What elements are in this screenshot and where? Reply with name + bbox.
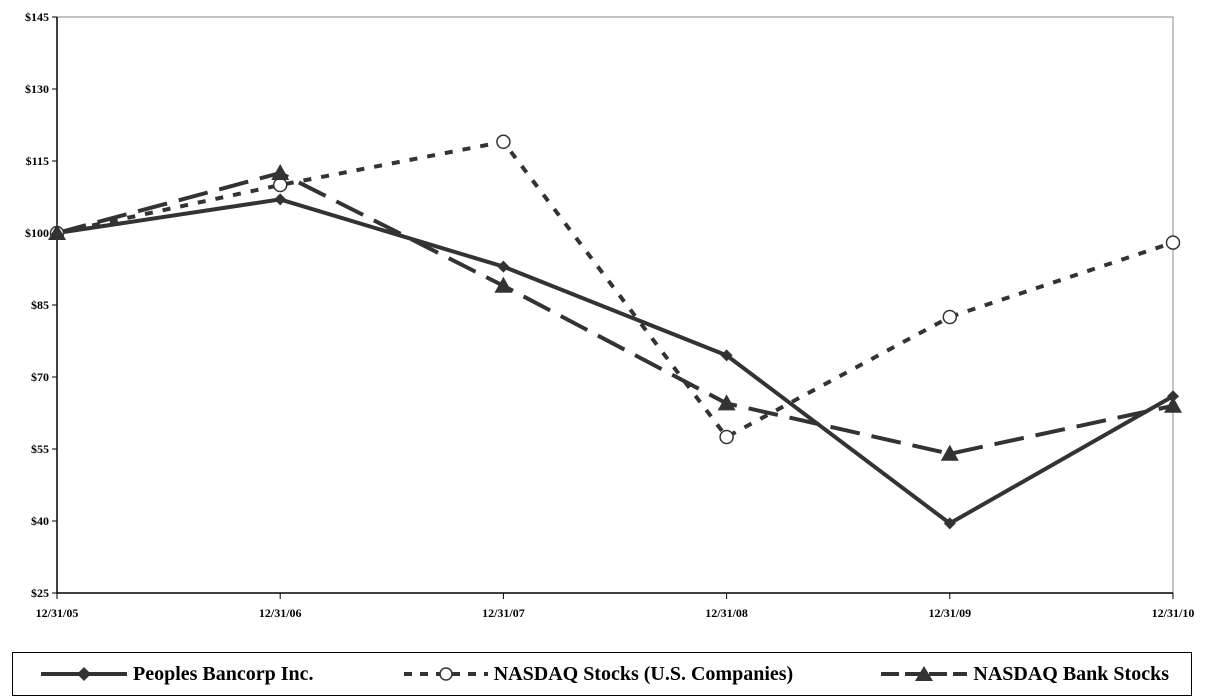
- point-nasdaq-bank: [494, 276, 513, 293]
- legend-item-peoples-bancorp: Peoples Bancorp Inc.: [39, 663, 314, 686]
- point-peoples-bancorp: [497, 260, 510, 273]
- y-tick-label: $40: [31, 514, 49, 528]
- y-tick-label: $85: [31, 298, 49, 312]
- point-nasdaq-bank: [1164, 396, 1182, 413]
- line-chart: $25 $40 $55 $70 $85 $100 $115 $130 $145 12/31/05 1…: [25, 10, 1194, 620]
- point-nasdaq-us: [942, 309, 958, 325]
- y-tick-label: $130: [25, 82, 49, 96]
- x-tick-label: 12/31/05: [36, 606, 79, 620]
- legend-label-nasdaq-us: NASDAQ Stocks (U.S. Companies): [493, 662, 794, 685]
- legend-swatch-nasdaq-bank: [881, 666, 968, 681]
- y-tick-label: $145: [25, 10, 49, 24]
- point-nasdaq-us: [496, 134, 511, 150]
- point-nasdaq-bank: [717, 394, 736, 411]
- series-line-0: [56, 197, 1174, 526]
- axes: $25 $40 $55 $70 $85 $100 $115 $130 $145 12/31/05 1…: [25, 10, 1194, 620]
- series-line-2: [56, 171, 1174, 456]
- x-tick-label: 12/31/09: [928, 606, 971, 620]
- point-peoples-bancorp: [274, 193, 287, 206]
- y-tick-label: $70: [31, 370, 49, 384]
- point-peoples-bancorp: [720, 349, 733, 362]
- legend-item-nasdaq-us: NASDAQ Stocks (U.S. Companies): [400, 663, 793, 686]
- point-nasdaq-bank: [940, 444, 959, 461]
- x-tick-label: 12/31/10: [1152, 606, 1195, 620]
- point-nasdaq-bank: [48, 224, 66, 240]
- point-peoples-bancorp: [943, 517, 956, 530]
- y-tick-label: $100: [25, 226, 49, 240]
- y-tick-label: $115: [26, 154, 49, 168]
- point-nasdaq-us: [1165, 235, 1181, 250]
- series-group: [48, 134, 1182, 530]
- x-tick-label: 12/31/07: [482, 606, 525, 620]
- point-nasdaq-us: [272, 177, 288, 193]
- y-tick-label: $55: [31, 442, 49, 456]
- legend-label-nasdaq-bank: NASDAQ Bank Stocks: [973, 662, 1169, 685]
- point-nasdaq-bank: [271, 164, 290, 180]
- x-tick-label: 12/31/08: [705, 606, 748, 620]
- legend-swatch-nasdaq-us: [403, 667, 488, 681]
- y-tick-label: $25: [31, 586, 49, 600]
- legend-swatch-peoples-bancorp: [41, 667, 127, 681]
- x-tick-label: 12/31/06: [259, 606, 302, 620]
- point-nasdaq-us: [719, 429, 734, 445]
- legend-label-peoples-bancorp: Peoples Bancorp Inc.: [133, 662, 314, 685]
- point-peoples-bancorp: [1167, 390, 1179, 403]
- legend: Peoples Bancorp Inc. NASDAQ Stocks (U.S.…: [12, 652, 1192, 696]
- legend-item-nasdaq-bank: NASDAQ Bank Stocks: [879, 663, 1169, 686]
- plot-frame: [56, 16, 1174, 594]
- series-line-1: [56, 139, 1174, 439]
